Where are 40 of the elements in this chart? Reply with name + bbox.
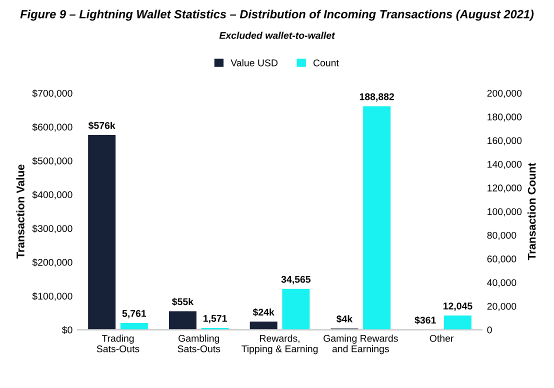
y2-tick-label: 20,000	[487, 302, 516, 311]
y2-tick-label: 40,000	[487, 279, 516, 288]
y-tick-label: $200,000	[32, 258, 72, 267]
data-label: 188,882	[360, 93, 394, 102]
y-tick-label: $600,000	[32, 123, 72, 132]
y-tick-label: $400,000	[32, 190, 72, 200]
y-tick-label: $300,000	[32, 224, 72, 234]
data-label: 5,761	[122, 310, 146, 318]
data-label: $24k	[252, 308, 274, 316]
data-label: 34,565	[281, 276, 311, 284]
chart-title: Figure 9 – Lightning Wallet Statistics – Distribution of Incoming Transactions (August 2021)	[20, 10, 534, 21]
x-tick-label: Gambling Sats-Outs	[178, 334, 220, 352]
x-tick-label: Other	[430, 334, 454, 342]
y2-tick-label: 100,000	[488, 208, 522, 216]
y2-tick-label: 80,000	[487, 232, 516, 240]
y-tick-label: $100,000	[32, 292, 72, 301]
data-label: $4k	[336, 315, 353, 323]
legend-label: Value USD	[230, 59, 278, 66]
y-tick-label: $0	[62, 326, 72, 334]
y-tick-label: $700,000	[32, 89, 72, 98]
y2-tick-label: 60,000	[487, 256, 516, 264]
y2-tick-label: 0	[487, 326, 492, 334]
y-tick-label: $500,000	[32, 157, 72, 166]
data-label: 12,045	[443, 302, 472, 311]
y-axis-title: Transaction Value	[16, 164, 24, 259]
legend-label: Count	[313, 59, 339, 66]
data-label: 1,571	[204, 315, 227, 324]
y2-tick-label: 140,000	[488, 160, 522, 169]
data-label: $55k	[172, 298, 194, 306]
data-label: $576k	[88, 122, 116, 130]
y2-axis-title: Transaction Count	[528, 162, 536, 260]
chart-subtitle: Excluded wallet-to-wallet	[219, 32, 336, 39]
y2-tick-label: 180,000	[488, 114, 522, 122]
y2-tick-label: 160,000	[488, 137, 522, 146]
x-tick-label: Gaming Rewards and Earnings	[324, 334, 398, 354]
x-tick-label: Rewards, Tipping & Earning	[242, 334, 318, 354]
y2-tick-label: 120,000	[488, 184, 522, 193]
data-label: $361	[414, 316, 436, 324]
x-tick-label: Trading Sats-Outs	[96, 334, 140, 352]
y2-tick-label: 200,000	[487, 90, 522, 98]
